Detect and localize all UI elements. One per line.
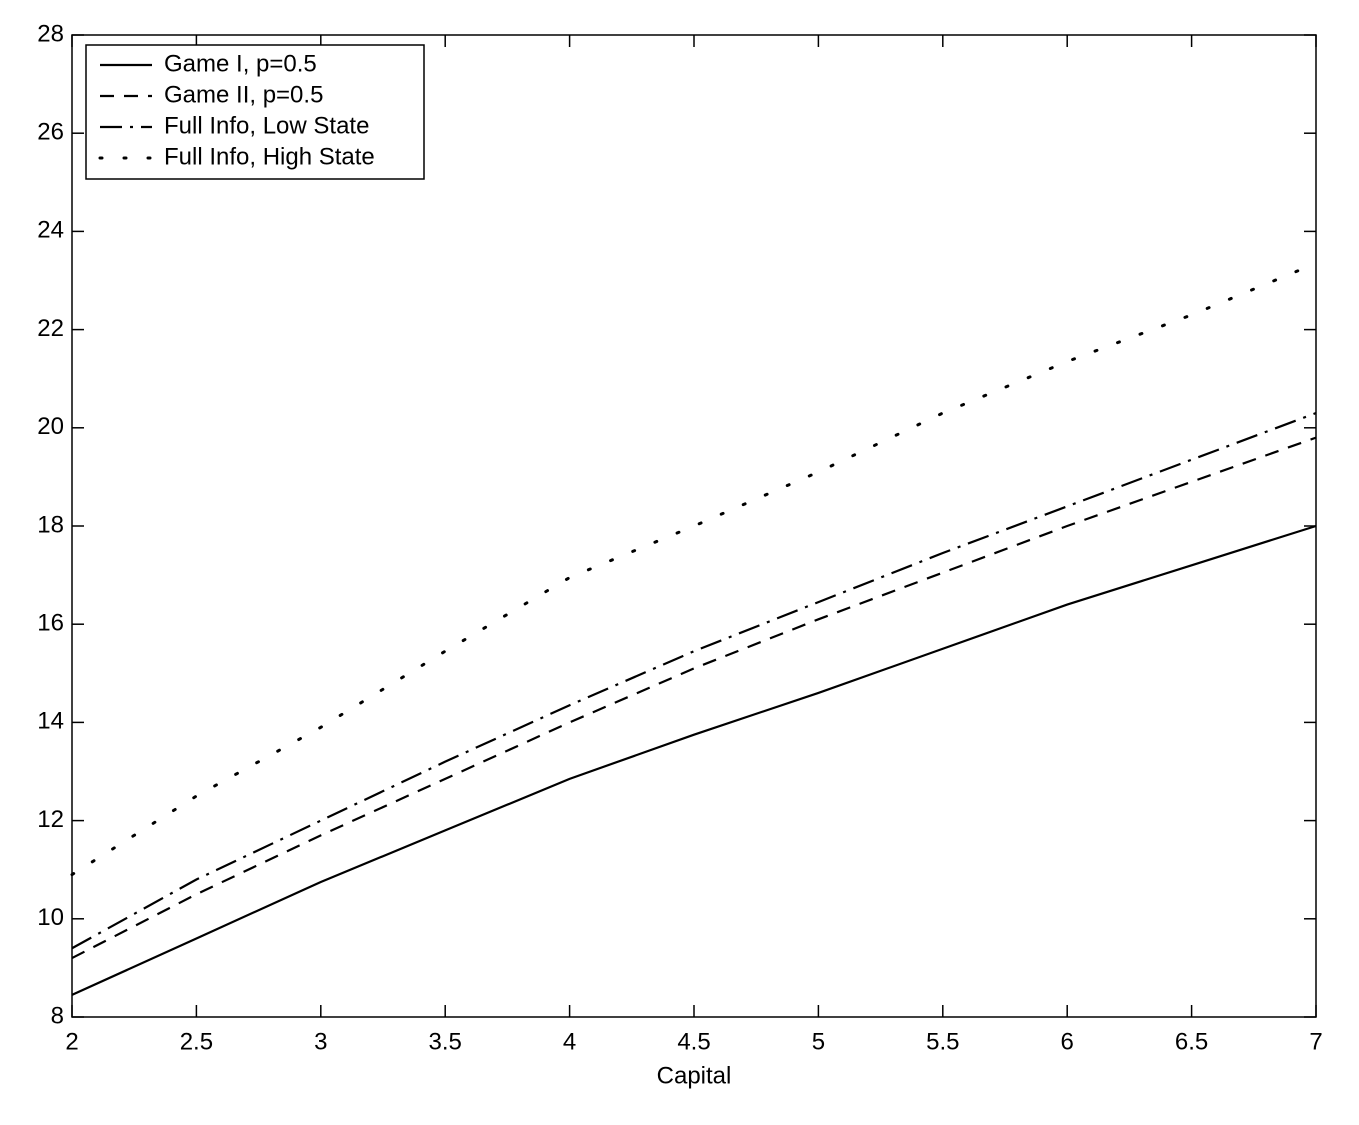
x-tick-label: 2.5 [180, 1028, 213, 1055]
legend-box [85, 44, 425, 180]
legend-label: Full Info, High State [164, 143, 375, 170]
plot-frame [71, 34, 1317, 1018]
series-line [71, 524, 1317, 996]
x-tick-label: 5.5 [926, 1028, 959, 1055]
x-tick-label: 6.5 [1175, 1028, 1208, 1055]
y-tick-label: 16 [37, 610, 64, 637]
legend-label: Full Info, Low State [164, 112, 369, 139]
x-tick-label: 7 [1309, 1028, 1322, 1055]
legend-label: Game I, p=0.5 [164, 50, 317, 77]
y-tick-label: 22 [37, 315, 64, 342]
x-tick-label: 2 [65, 1028, 78, 1055]
y-tick-label: 20 [37, 413, 64, 440]
y-tick-label: 12 [37, 806, 64, 833]
x-tick-label: 5 [812, 1028, 825, 1055]
x-axis-label: Capital [657, 1062, 732, 1089]
x-tick-label: 4.5 [677, 1028, 710, 1055]
x-tick-label: 3 [314, 1028, 327, 1055]
y-tick-label: 24 [37, 217, 64, 244]
x-tick-label: 6 [1061, 1028, 1074, 1055]
y-tick-label: 14 [37, 708, 64, 735]
y-tick-label: 18 [37, 511, 64, 538]
series-line [71, 412, 1317, 950]
y-tick-label: 26 [37, 119, 64, 146]
y-tick-label: 10 [37, 904, 64, 931]
y-tick-label: 28 [37, 20, 64, 47]
y-tick-label: 8 [51, 1002, 64, 1029]
x-tick-label: 4 [563, 1028, 576, 1055]
x-tick-label: 3.5 [429, 1028, 462, 1055]
legend-label: Game II, p=0.5 [164, 81, 323, 108]
series-line [70, 261, 1318, 877]
series-line [71, 436, 1317, 960]
